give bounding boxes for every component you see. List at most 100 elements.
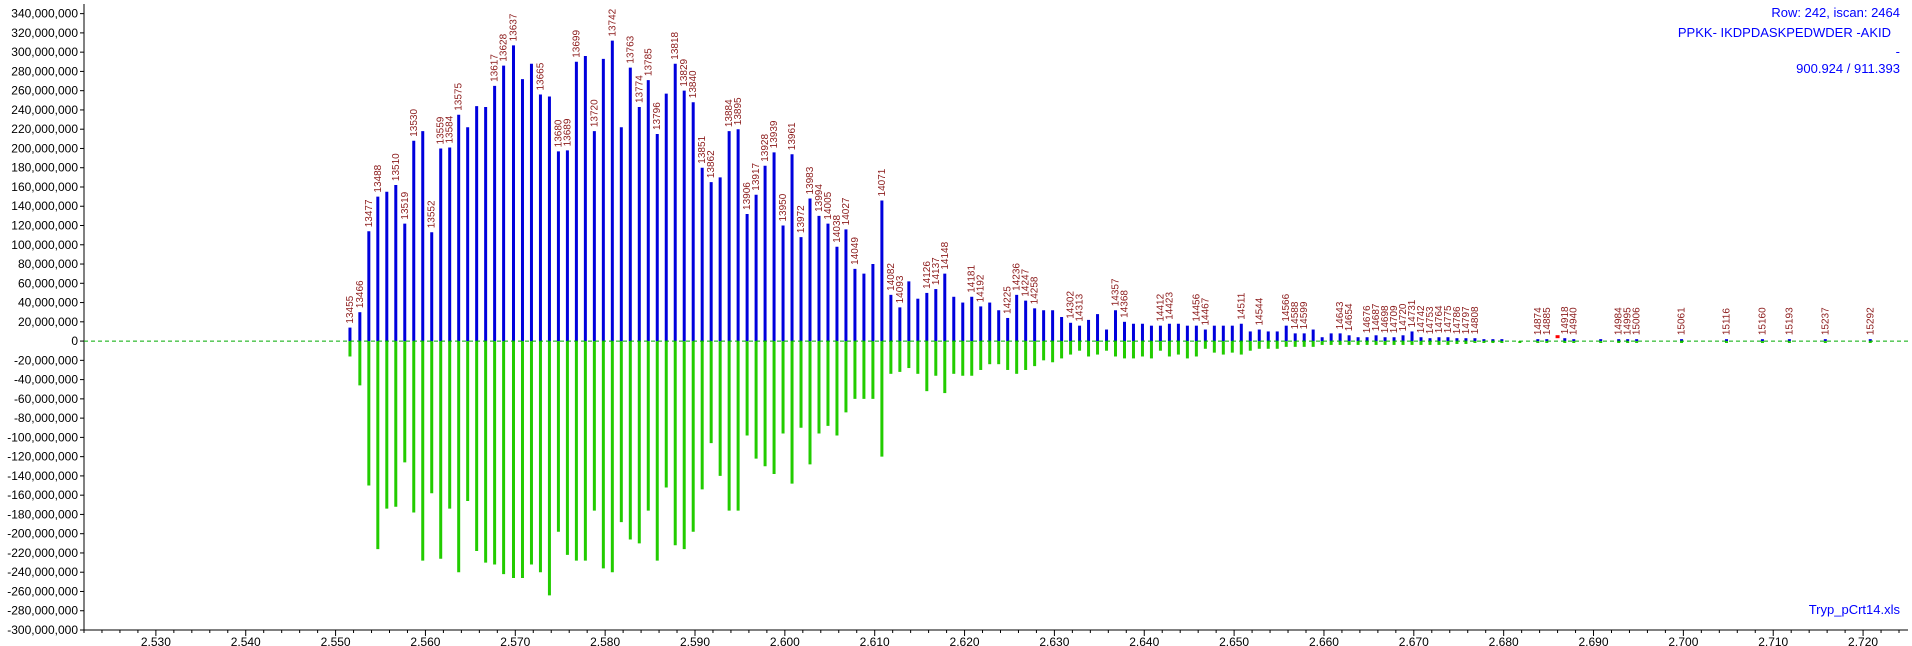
peak-label: 14137: [931, 257, 942, 285]
peak-label: 14313: [1075, 293, 1086, 321]
x-tick-label: 2,540: [231, 635, 261, 646]
y-tick-label: 100,000,000: [11, 238, 78, 252]
peak-label: 14357: [1111, 278, 1122, 306]
peak-label: 13455: [345, 295, 356, 323]
y-axis: 340,000,000 320,000,000 300,000,000 280,000…: [7, 4, 85, 637]
y-tick-label: -140,000,000: [7, 469, 78, 483]
info-sequence: PPKK- IKDPDASKPEDWDER -AKID: [1678, 25, 1891, 40]
peak-label: 14984: [1614, 307, 1625, 335]
peak-label: 13840: [688, 70, 699, 98]
peak-label: 13994: [814, 184, 825, 212]
y-tick-label: -180,000,000: [7, 507, 78, 521]
peak-label: 13519: [400, 191, 411, 219]
peak-label: 13796: [652, 102, 663, 130]
x-tick-label: 2,660: [1309, 635, 1339, 646]
peak-label: 14874: [1533, 307, 1544, 335]
y-tick-label: -260,000,000: [7, 584, 78, 598]
y-tick-label: 80,000,000: [18, 257, 78, 271]
y-tick-label: -40,000,000: [14, 373, 78, 387]
peak-label: 13689: [562, 118, 573, 146]
peak-label: 13720: [589, 99, 600, 127]
x-tick-label: 2,580: [590, 635, 620, 646]
peak-label: 13884: [724, 99, 735, 127]
y-tick-label: -120,000,000: [7, 450, 78, 464]
y-tick-label: 140,000,000: [11, 199, 78, 213]
peak-label: 14027: [841, 197, 852, 225]
peak-label: 13699: [571, 30, 582, 58]
y-tick-label: 280,000,000: [11, 64, 78, 78]
x-axis: 2,530 2,540 2,550 2,560 2,570 2,580 2,590 2,600…: [83, 629, 1908, 646]
peak-label: 13665: [535, 62, 546, 90]
highlight-point: [1555, 335, 1560, 339]
peak-label: 14005: [823, 191, 834, 219]
peak-label: 14764: [1434, 305, 1445, 333]
y-tick-label: 0: [71, 334, 78, 348]
x-tick-label: 2,560: [410, 635, 440, 646]
peak-label: 14720: [1398, 303, 1409, 331]
peak-label: 14786: [1452, 306, 1463, 334]
peak-label: 13628: [499, 33, 510, 61]
peak-label: 14599: [1299, 301, 1310, 329]
y-tick-label: -80,000,000: [14, 411, 78, 425]
peak-label: 13559: [436, 116, 447, 144]
peak-label: 14588: [1290, 301, 1301, 329]
info-panel: Row: 242, iscan: 2464 PPKK- IKDPDASKPEDW…: [1678, 5, 1901, 617]
peak-label: 13466: [355, 280, 366, 308]
upper-series: [348, 40, 1872, 342]
y-tick-label: 60,000,000: [18, 276, 78, 290]
peak-label: 14192: [976, 274, 987, 302]
x-tick-label: 2,570: [500, 635, 530, 646]
peak-label: 14423: [1164, 291, 1175, 319]
y-tick-label: -280,000,000: [7, 604, 78, 618]
peak-label: 15160: [1757, 307, 1768, 335]
peak-label: 14258: [1030, 276, 1041, 304]
peak-label: 13829: [679, 58, 690, 86]
peak-label: 13584: [445, 115, 456, 143]
y-tick-label: -200,000,000: [7, 527, 78, 541]
peak-label: 14885: [1542, 307, 1553, 335]
peak-label: 13895: [733, 97, 744, 125]
y-tick-label: 180,000,000: [11, 161, 78, 175]
peak-label: 14995: [1623, 307, 1634, 335]
y-tick-label: -240,000,000: [7, 565, 78, 579]
peak-label: 14511: [1236, 292, 1247, 320]
y-tick-label: 260,000,000: [11, 84, 78, 98]
peak-label: 13983: [805, 166, 816, 194]
peak-label: 15061: [1677, 307, 1688, 335]
peak-label: 13928: [760, 134, 771, 162]
peak-label: 14918: [1560, 306, 1571, 334]
info-row-scan: Row: 242, iscan: 2464: [1771, 5, 1900, 20]
peak-label: 13774: [634, 75, 645, 103]
peak-label: 13680: [553, 119, 564, 147]
peak-label: 13917: [751, 162, 762, 190]
peak-label: 14797: [1461, 306, 1472, 334]
peak-label: 13785: [643, 48, 654, 76]
y-tick-label: 300,000,000: [11, 45, 78, 59]
x-tick-label: 2,670: [1399, 635, 1429, 646]
peak-label: 13617: [490, 54, 501, 82]
peak-label: 14676: [1362, 305, 1373, 333]
y-tick-label: 20,000,000: [18, 315, 78, 329]
peak-label: 14225: [1003, 286, 1014, 314]
y-tick-label: -100,000,000: [7, 430, 78, 444]
y-tick-label: -160,000,000: [7, 488, 78, 502]
peak-label: 14302: [1066, 291, 1077, 319]
peak-label: 14643: [1335, 301, 1346, 329]
peak-label: 13950: [778, 193, 789, 221]
peak-label: 14940: [1569, 307, 1580, 335]
peak-label: 14126: [922, 261, 933, 289]
peak-label: 14181: [967, 265, 978, 293]
peak-label: 14236: [1012, 263, 1023, 291]
peak-label: 14093: [895, 275, 906, 303]
x-tick-label: 2,700: [1668, 635, 1698, 646]
x-tick-label: 2,720: [1848, 635, 1878, 646]
peak-label: 14071: [877, 168, 888, 196]
x-tick-label: 2,620: [950, 635, 980, 646]
peak-label: 14456: [1191, 293, 1202, 321]
y-tick-label: 160,000,000: [11, 180, 78, 194]
peak-label: 14698: [1380, 305, 1391, 333]
peak-label: 13862: [706, 150, 717, 178]
peak-label: 13742: [607, 8, 618, 36]
